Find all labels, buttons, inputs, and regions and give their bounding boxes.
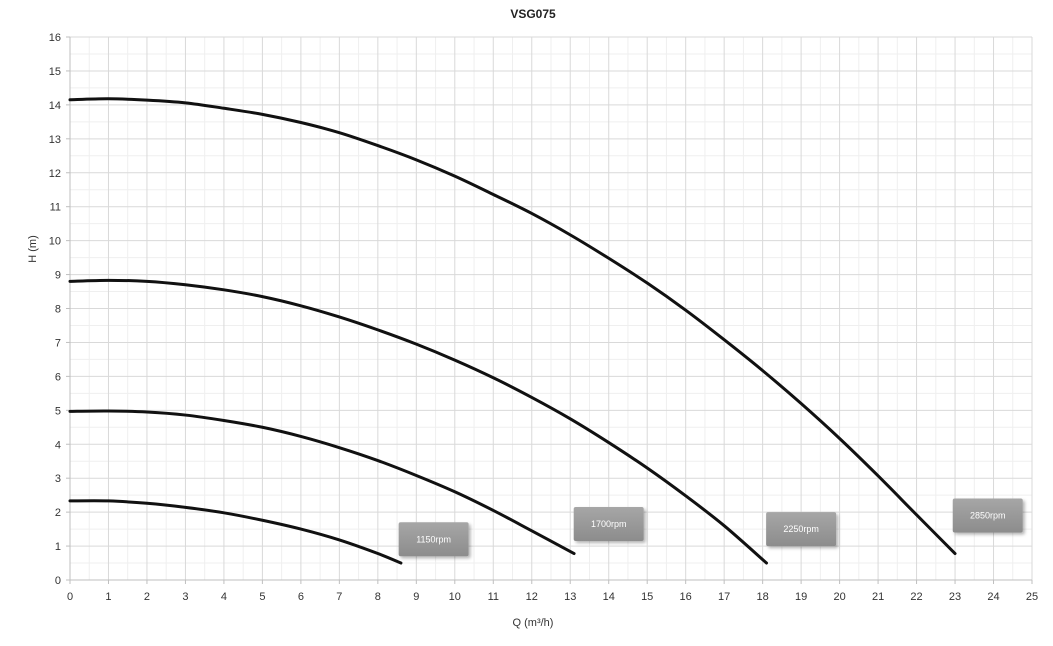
y-tick-label: 3 bbox=[55, 473, 61, 485]
callout-1: 1700rpm bbox=[573, 507, 644, 542]
callout-3: 2850rpm bbox=[952, 498, 1023, 533]
y-tick-label: 12 bbox=[49, 168, 61, 180]
callouts: 1150rpm 1700rpm 2250rpm 2850rpm bbox=[398, 498, 1023, 557]
x-tick-label: 8 bbox=[375, 591, 381, 603]
series-line-0 bbox=[68, 499, 403, 565]
y-tick-label: 10 bbox=[49, 236, 61, 248]
x-tick-label: 24 bbox=[987, 591, 999, 603]
x-tick-label: 2 bbox=[144, 591, 150, 603]
callout-label: 1700rpm bbox=[591, 519, 627, 529]
series-line-1 bbox=[68, 409, 576, 556]
x-tick-label: 18 bbox=[757, 591, 769, 603]
callout-0: 1150rpm bbox=[398, 522, 469, 557]
x-tick-label: 6 bbox=[298, 591, 304, 603]
series-lines bbox=[68, 97, 957, 565]
y-tick-label: 15 bbox=[49, 66, 61, 78]
y-tick-label: 1 bbox=[55, 541, 61, 553]
y-tick-label: 8 bbox=[55, 304, 61, 316]
x-tick-label: 21 bbox=[872, 591, 884, 603]
y-tick-label: 6 bbox=[55, 371, 61, 383]
series-line-3 bbox=[68, 97, 957, 556]
x-tick-label: 11 bbox=[488, 591, 499, 603]
series-line-2 bbox=[68, 278, 768, 565]
x-tick-label: 19 bbox=[795, 591, 807, 603]
x-tick-label: 3 bbox=[182, 591, 188, 603]
x-tick-label: 4 bbox=[221, 591, 227, 603]
major-grid bbox=[69, 36, 1033, 581]
y-tick-label: 13 bbox=[49, 134, 61, 146]
x-tick-label: 17 bbox=[718, 591, 730, 603]
callout-box bbox=[952, 498, 1023, 533]
x-tick-label: 9 bbox=[413, 591, 419, 603]
x-tick-label: 23 bbox=[949, 591, 961, 603]
x-tick-label: 7 bbox=[336, 591, 342, 603]
x-tick-label: 10 bbox=[449, 591, 461, 603]
x-tick-label: 15 bbox=[641, 591, 653, 603]
y-tick-label: 0 bbox=[55, 575, 61, 587]
x-axis-label: Q (m³/h) bbox=[513, 617, 554, 629]
y-tick-label: 11 bbox=[50, 202, 61, 214]
x-tick-label: 5 bbox=[259, 591, 265, 603]
x-tick-label: 16 bbox=[680, 591, 692, 603]
y-tick-label: 2 bbox=[55, 507, 61, 519]
x-tick-label: 0 bbox=[67, 591, 73, 603]
callout-label: 1150rpm bbox=[416, 534, 451, 544]
x-tick-label: 1 bbox=[105, 591, 111, 603]
chart-title: VSG075 bbox=[510, 7, 556, 21]
x-tick-label: 14 bbox=[603, 591, 615, 603]
callout-box bbox=[766, 512, 837, 547]
y-tick-label: 9 bbox=[55, 270, 61, 282]
y-tick-label: 5 bbox=[55, 405, 61, 417]
x-tick-label: 22 bbox=[910, 591, 922, 603]
x-tick-label: 12 bbox=[526, 591, 538, 603]
axes bbox=[66, 36, 1033, 584]
y-axis-label: H (m) bbox=[27, 235, 39, 263]
x-tick-label: 13 bbox=[564, 591, 576, 603]
x-tick-labels: 0 1 2 3 4 5 6 7 8 9 10 11 12 13 14 15 16 17 18 19 20 21 22 23 24… bbox=[67, 591, 1038, 603]
callout-label: 2250rpm bbox=[783, 524, 819, 534]
callout-box bbox=[573, 507, 644, 542]
x-tick-label: 25 bbox=[1026, 591, 1038, 603]
callout-label: 2850rpm bbox=[970, 511, 1006, 521]
y-tick-label: 4 bbox=[55, 439, 61, 451]
callout-box bbox=[398, 522, 469, 557]
y-tick-label: 16 bbox=[49, 32, 61, 44]
x-tick-label: 20 bbox=[833, 591, 845, 603]
callout-2: 2250rpm bbox=[766, 512, 837, 547]
y-tick-label: 14 bbox=[49, 100, 61, 112]
y-tick-label: 7 bbox=[55, 337, 61, 349]
